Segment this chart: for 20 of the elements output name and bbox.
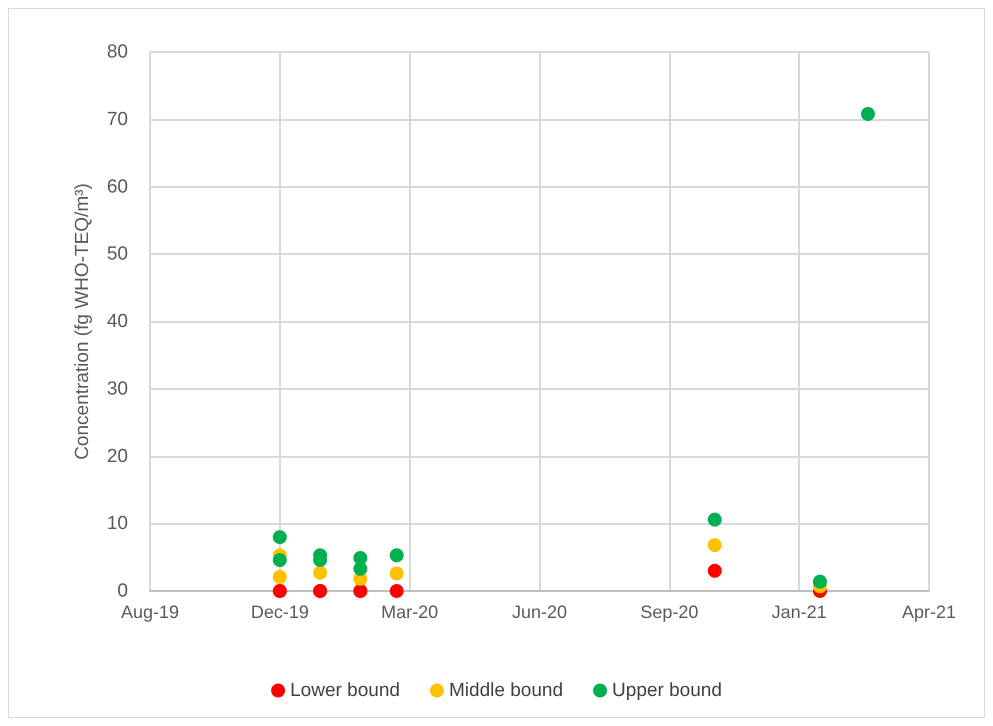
y-tick-label: 60 — [106, 176, 128, 198]
y-tick-label: 40 — [106, 311, 128, 332]
y-tick-label: 80 — [106, 42, 128, 62]
x-tick-label: Sep-20 — [640, 602, 698, 622]
x-tick-label: Jun-20 — [512, 602, 568, 622]
y-tick-label: 20 — [106, 446, 128, 467]
legend-label: Upper bound — [612, 680, 722, 701]
y-tick-label: 50 — [106, 244, 128, 265]
y-tick-label: 70 — [106, 108, 128, 130]
y-tick-label: 10 — [106, 513, 128, 534]
y-tick-label: 0 — [117, 580, 128, 602]
legend-label: Middle bound — [448, 680, 564, 701]
x-tick-label: Mar-20 — [381, 602, 438, 622]
x-tick-label: Aug-19 — [120, 602, 180, 622]
x-tick-label: Apr-21 — [902, 602, 956, 622]
legend-label: Lower bound — [290, 680, 400, 701]
y-tick-label: 30 — [106, 378, 128, 400]
y-axis-title: Concentration (fg WHO-TEQ/m³) — [72, 183, 93, 460]
x-tick-label: Jan-21 — [772, 602, 827, 622]
x-tick-label: Dec-19 — [250, 602, 309, 622]
